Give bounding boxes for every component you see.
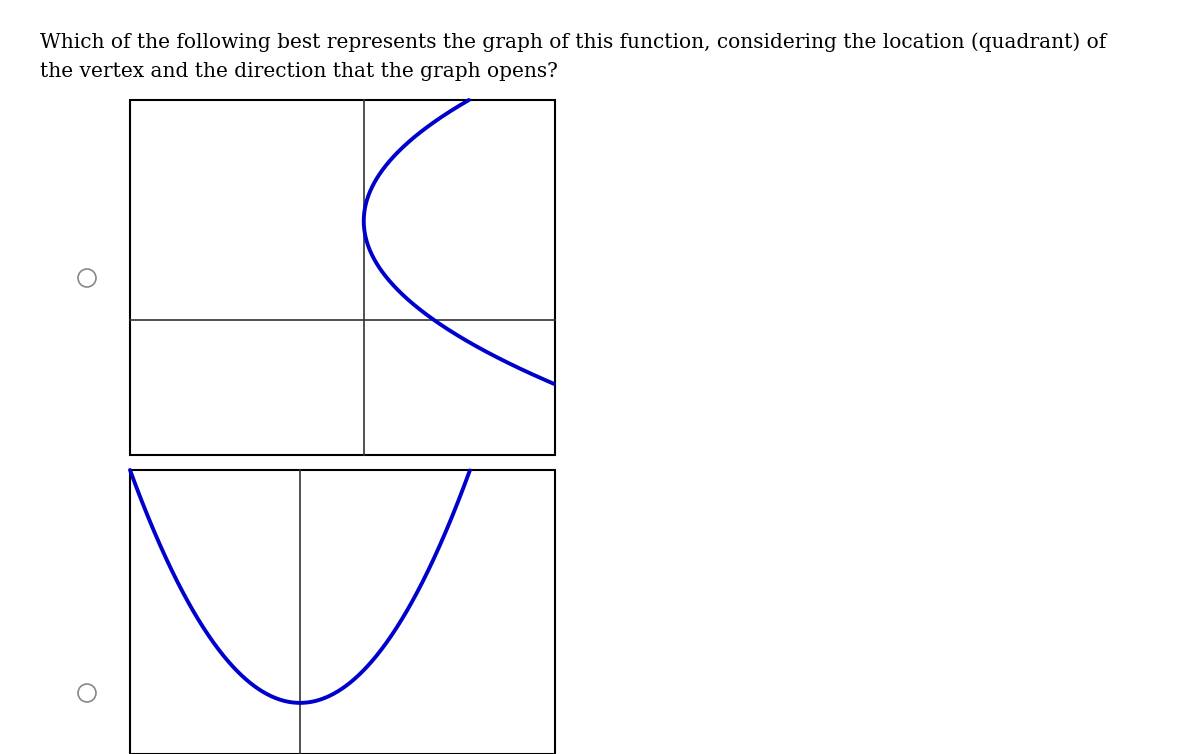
- Bar: [130, 470, 554, 754]
- Bar: [130, 100, 554, 455]
- Text: Which of the following best represents the graph of this function, considering t: Which of the following best represents t…: [40, 32, 1106, 52]
- Text: the vertex and the direction that the graph opens?: the vertex and the direction that the gr…: [40, 62, 558, 81]
